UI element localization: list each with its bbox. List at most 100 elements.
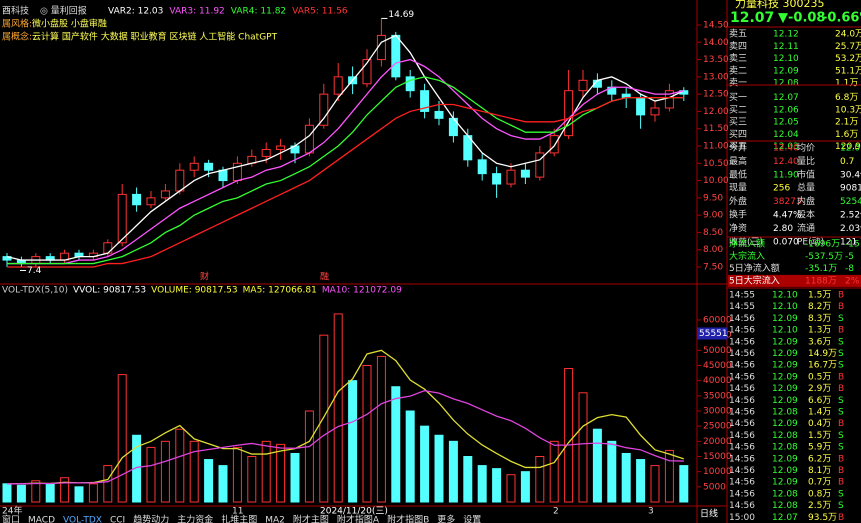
- candle-body: [103, 242, 113, 254]
- trade-side: S: [838, 489, 844, 499]
- trade-price: 12.09: [772, 396, 798, 406]
- stat: 最高: [729, 155, 747, 167]
- stat: 12.40: [773, 144, 799, 154]
- flow-highlight: [728, 274, 861, 287]
- tab[interactable]: MACD: [28, 516, 55, 523]
- tab[interactable]: 更多: [437, 514, 455, 523]
- low-label: 7.4: [27, 266, 42, 276]
- y-tick-label: 10000: [703, 467, 732, 477]
- tab[interactable]: 设置: [463, 515, 481, 523]
- indicator: VAR4: 11.82: [231, 7, 286, 17]
- book-price: 12.10: [773, 54, 799, 64]
- flow: -15: [845, 240, 860, 250]
- tab[interactable]: 附才指图B: [387, 514, 429, 523]
- volume-bar: [650, 465, 660, 503]
- stat: 外盘: [729, 195, 747, 207]
- volume-bar: [88, 483, 98, 503]
- trade-volume: 8.3万: [808, 314, 831, 324]
- tab[interactable]: 主力资金: [177, 514, 213, 523]
- volume-bar: [304, 410, 314, 503]
- y-tick-label: 8.00: [703, 245, 723, 255]
- volume-bar: [160, 440, 170, 503]
- candle-body: [160, 190, 170, 199]
- period-tab[interactable]: 日线: [700, 508, 718, 520]
- volume-bar: [132, 434, 142, 503]
- trade-volume: 6.6万: [808, 396, 831, 406]
- book-volume: 6.8万: [835, 93, 858, 103]
- tab[interactable]: 扎堆主图: [221, 514, 257, 523]
- volume-bar: [333, 313, 343, 503]
- stat: 今开: [729, 142, 747, 154]
- flow: -1696万: [805, 240, 840, 250]
- volume-bar: [679, 465, 689, 503]
- stat: 12.0: [840, 144, 860, 154]
- volume-bar: [31, 480, 41, 503]
- stat: 收益(三): [729, 235, 763, 247]
- trade-volume: 0.5万: [808, 372, 831, 382]
- stat: 现量: [729, 183, 747, 194]
- volume-bar: [492, 468, 502, 503]
- trade-time: 14:56: [729, 326, 755, 336]
- trade-price: 12.09: [772, 314, 798, 324]
- tab[interactable]: MA2: [265, 516, 285, 523]
- volume-bar: [621, 452, 631, 503]
- trade-price: 12.08: [772, 443, 798, 453]
- y-tick-label: 35000: [703, 391, 732, 401]
- trade-side: B: [838, 454, 844, 464]
- legend-entry: MA5: 127066.81: [243, 286, 317, 296]
- trade-price: 12.09: [772, 466, 798, 476]
- trade-time: 14:55: [729, 302, 755, 312]
- stock-name: 酉科技: [2, 5, 29, 17]
- trade-side: B: [838, 302, 844, 312]
- trade-volume: 8.2万: [808, 302, 831, 312]
- trade-price: 12.08: [772, 408, 798, 418]
- x-label: 3: [648, 507, 654, 517]
- volume-bar: [391, 386, 401, 503]
- trade-price: 12.10: [772, 291, 798, 301]
- stat: 市值: [797, 168, 815, 180]
- trade-volume: 0.8万: [808, 489, 831, 499]
- volume-bar: [535, 456, 545, 503]
- high-label: 14.69: [388, 10, 414, 20]
- tab[interactable]: 附才指图A: [337, 514, 380, 523]
- event-marker: 融: [320, 272, 329, 283]
- candle-body: [650, 107, 660, 116]
- tab[interactable]: CCI: [110, 516, 125, 523]
- trade-side: B: [838, 384, 844, 394]
- candle-body: [333, 76, 343, 95]
- book-label: 买一: [729, 92, 747, 103]
- stat: 2.80: [773, 224, 793, 234]
- volume-bar: [362, 365, 372, 503]
- tab[interactable]: 窗口: [2, 514, 20, 523]
- indicator: VAR2: 12.03: [108, 7, 163, 17]
- trade-side: S: [838, 408, 844, 418]
- y-tick-label: 9.00: [703, 211, 723, 221]
- flow: 大宗流入: [729, 250, 765, 262]
- tab[interactable]: VOL-TDX: [63, 516, 102, 523]
- tab[interactable]: 附才主图: [293, 514, 329, 523]
- stat: 12.40: [773, 157, 799, 167]
- y-tick-label: 11.50: [703, 124, 729, 134]
- trade-side: S: [838, 501, 844, 511]
- tab[interactable]: 趋势动力: [133, 514, 169, 523]
- book-price: 12.09: [773, 66, 799, 76]
- volume-bar: [290, 452, 300, 503]
- concept-items: 云计算 国产软件 大数据 职业教育 区块链 人工智能 ChatGPT: [32, 31, 278, 43]
- trade-time: 14:56: [729, 454, 755, 464]
- y-tick-label: 20000: [703, 437, 732, 447]
- flow: 5日大宗流入: [729, 274, 780, 286]
- volume-bar: [218, 465, 228, 503]
- book-price: 12.11: [773, 42, 799, 52]
- trade-time: 14:56: [729, 361, 755, 371]
- trade-time: 14:56: [729, 314, 755, 324]
- stat: 总量: [797, 182, 815, 194]
- trade-price: 12.10: [772, 302, 798, 312]
- y-tick-label: 5000: [703, 482, 726, 492]
- candle-body: [664, 90, 674, 109]
- volume-bar: [146, 446, 156, 503]
- indicator: VAR5: 11.56: [292, 7, 348, 17]
- legend-entry: VOL-TDX(5,10): [2, 286, 68, 296]
- y-tick-label: 15000: [703, 452, 732, 462]
